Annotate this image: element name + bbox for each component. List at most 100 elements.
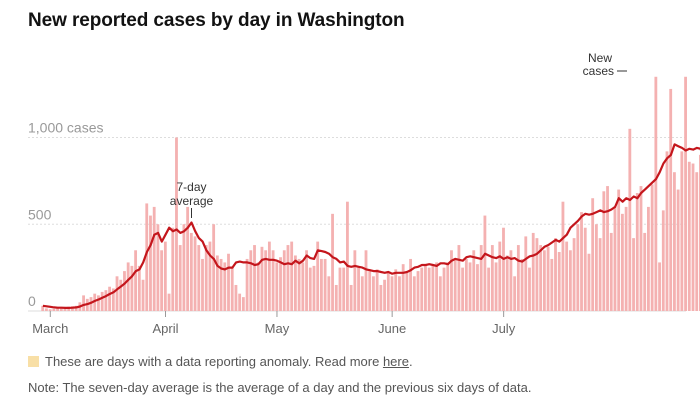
bar: [331, 213, 334, 311]
bar: [145, 203, 149, 311]
bar: [130, 265, 134, 311]
bar: [48, 309, 52, 311]
bar: [41, 305, 45, 311]
bar: [297, 258, 301, 311]
bar: [282, 250, 286, 311]
bar: [639, 186, 643, 311]
bar: [134, 250, 138, 311]
bar: [290, 241, 294, 311]
bar: [137, 265, 141, 311]
bar: [357, 267, 360, 311]
bar: [647, 206, 650, 311]
bar: [323, 258, 327, 311]
bar: [349, 284, 353, 311]
bar: [149, 215, 152, 311]
bar: [204, 245, 208, 311]
bar: [372, 276, 375, 311]
bar: [487, 267, 491, 311]
bar: [171, 227, 175, 311]
legend-text: These are days with a data reporting ano…: [45, 354, 383, 369]
bar: [279, 257, 282, 311]
anomaly-swatch-icon: [28, 356, 39, 367]
legend-text-end: .: [408, 354, 413, 369]
bar: [386, 272, 390, 311]
bar: [502, 227, 505, 311]
bar: [635, 193, 639, 311]
bar: [468, 262, 472, 311]
bar: [613, 206, 617, 311]
bar: [650, 184, 654, 311]
read-more-link[interactable]: here: [382, 354, 409, 369]
bar: [197, 245, 201, 311]
bar: [524, 236, 528, 311]
bar: [152, 206, 156, 311]
bar: [108, 286, 112, 311]
bar: [609, 232, 613, 311]
bar: [256, 262, 260, 311]
bar: [360, 276, 364, 311]
bar: [509, 250, 513, 311]
bar: [111, 288, 115, 311]
bar: [241, 297, 245, 311]
bar: [594, 224, 598, 311]
y-tick-label: 1,000 cases: [28, 120, 104, 136]
bar: [691, 163, 695, 311]
new-cases-annotation-line1: New: [588, 51, 612, 65]
bar: [576, 224, 580, 311]
bar: [163, 241, 167, 311]
bar: [305, 250, 308, 311]
x-tick-label: April: [152, 321, 178, 336]
bar: [293, 255, 297, 311]
bar: [587, 253, 591, 311]
bar: [334, 284, 338, 311]
bar: [320, 258, 323, 311]
bar: [264, 250, 268, 311]
bar: [606, 186, 609, 311]
bar: [178, 245, 182, 311]
bar: [498, 241, 502, 311]
bar: [628, 128, 632, 311]
bar: [669, 88, 673, 311]
bar: [531, 232, 535, 311]
bar: [119, 279, 123, 311]
bar: [59, 307, 63, 311]
bar: [494, 262, 498, 311]
bar: [245, 258, 249, 311]
bar: [546, 246, 550, 311]
chart-title: New reported cases by day in Washington: [28, 10, 405, 31]
bar: [301, 262, 305, 311]
bar: [624, 206, 628, 311]
bar: [271, 250, 275, 311]
bar: [126, 262, 130, 311]
bar: [617, 189, 621, 311]
bar: [201, 258, 204, 311]
bar: [472, 250, 476, 311]
bar: [175, 137, 178, 311]
bar: [450, 250, 453, 311]
bar: [583, 227, 587, 311]
bar: [260, 246, 264, 311]
bar: [427, 267, 431, 311]
bar: [238, 293, 242, 311]
bar: [483, 215, 487, 311]
bar: [275, 262, 279, 311]
bar: [123, 271, 126, 311]
bar: [602, 191, 606, 311]
bar: [405, 272, 409, 311]
bar: [249, 250, 253, 311]
bar: [45, 308, 48, 311]
bar: [516, 245, 520, 311]
bar: [316, 241, 320, 311]
bar: [542, 250, 546, 311]
bar: [182, 224, 186, 311]
bar: [632, 238, 635, 311]
bar: [565, 241, 569, 311]
bar: [63, 307, 67, 311]
bar: [591, 198, 595, 311]
bar: [568, 250, 572, 311]
bar: [93, 293, 97, 311]
bar: [446, 262, 450, 311]
bar: [100, 291, 104, 311]
bar: [550, 258, 554, 311]
bar: [643, 232, 647, 311]
